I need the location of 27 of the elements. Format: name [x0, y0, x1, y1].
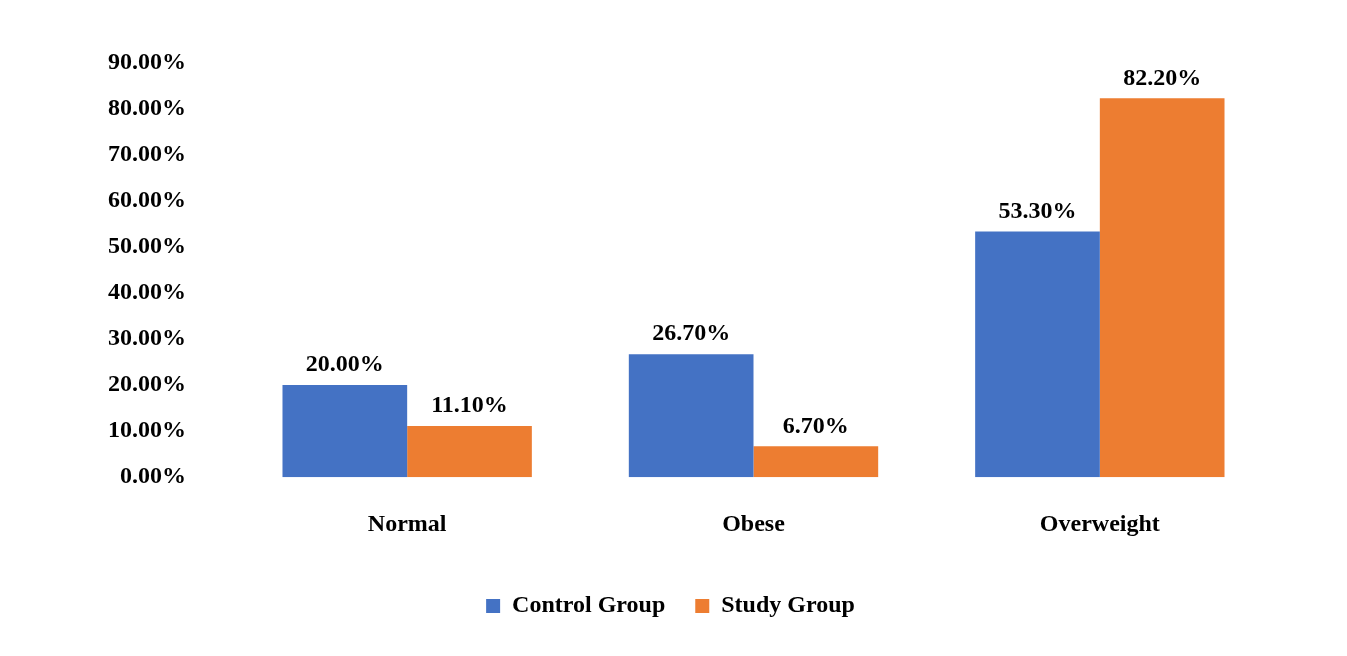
x-tick-label: Overweight [1039, 509, 1160, 536]
y-tick-label: 40.00% [108, 278, 186, 305]
y-tick-label: 70.00% [108, 139, 186, 166]
bar [628, 354, 754, 478]
y-tick-label: 90.00% [108, 47, 186, 74]
bar [1099, 98, 1225, 478]
legend-label: Control Group [512, 591, 666, 618]
x-tick-label: Obese [722, 509, 786, 536]
y-tick-label: 60.00% [108, 185, 186, 212]
y-tick-label: 10.00% [108, 416, 186, 443]
bar [975, 231, 1100, 478]
bar [407, 426, 532, 478]
x-tick-label: Normal [367, 509, 447, 536]
data-label: 20.00% [305, 350, 384, 377]
data-label: 11.10% [431, 391, 508, 418]
y-tick-label: 0.00% [120, 462, 186, 489]
data-label: 6.70% [782, 411, 849, 438]
data-label: 53.30% [998, 196, 1077, 223]
bar [753, 446, 879, 478]
y-tick-label: 50.00% [108, 231, 186, 258]
legend-label: Study Group [721, 591, 855, 618]
y-tick-label: 30.00% [108, 324, 186, 351]
y-tick-label: 80.00% [108, 93, 186, 120]
data-label: 82.20% [1123, 63, 1202, 90]
bar [282, 385, 408, 478]
y-tick-label: 20.00% [108, 370, 186, 397]
data-label: 26.70% [652, 319, 731, 346]
